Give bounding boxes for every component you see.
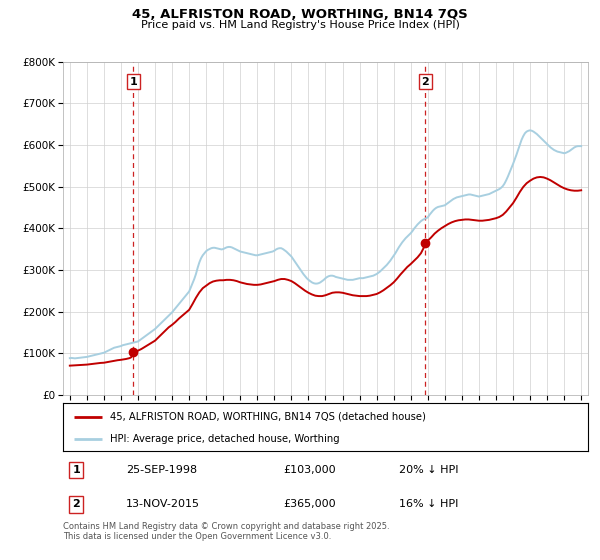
- Text: Price paid vs. HM Land Registry's House Price Index (HPI): Price paid vs. HM Land Registry's House …: [140, 20, 460, 30]
- Text: HPI: Average price, detached house, Worthing: HPI: Average price, detached house, Wort…: [110, 434, 340, 444]
- Text: 16% ↓ HPI: 16% ↓ HPI: [399, 500, 458, 510]
- Text: 1: 1: [72, 465, 80, 475]
- Text: 1: 1: [130, 77, 137, 87]
- Text: Contains HM Land Registry data © Crown copyright and database right 2025.
This d: Contains HM Land Registry data © Crown c…: [63, 522, 389, 542]
- Text: 2: 2: [422, 77, 429, 87]
- Text: 13-NOV-2015: 13-NOV-2015: [126, 500, 200, 510]
- Text: 25-SEP-1998: 25-SEP-1998: [126, 465, 197, 475]
- Text: 20% ↓ HPI: 20% ↓ HPI: [399, 465, 458, 475]
- Text: 45, ALFRISTON ROAD, WORTHING, BN14 7QS (detached house): 45, ALFRISTON ROAD, WORTHING, BN14 7QS (…: [110, 412, 426, 422]
- Text: 2: 2: [72, 500, 80, 510]
- Text: 45, ALFRISTON ROAD, WORTHING, BN14 7QS: 45, ALFRISTON ROAD, WORTHING, BN14 7QS: [132, 8, 468, 21]
- Text: £365,000: £365,000: [284, 500, 336, 510]
- Text: £103,000: £103,000: [284, 465, 336, 475]
